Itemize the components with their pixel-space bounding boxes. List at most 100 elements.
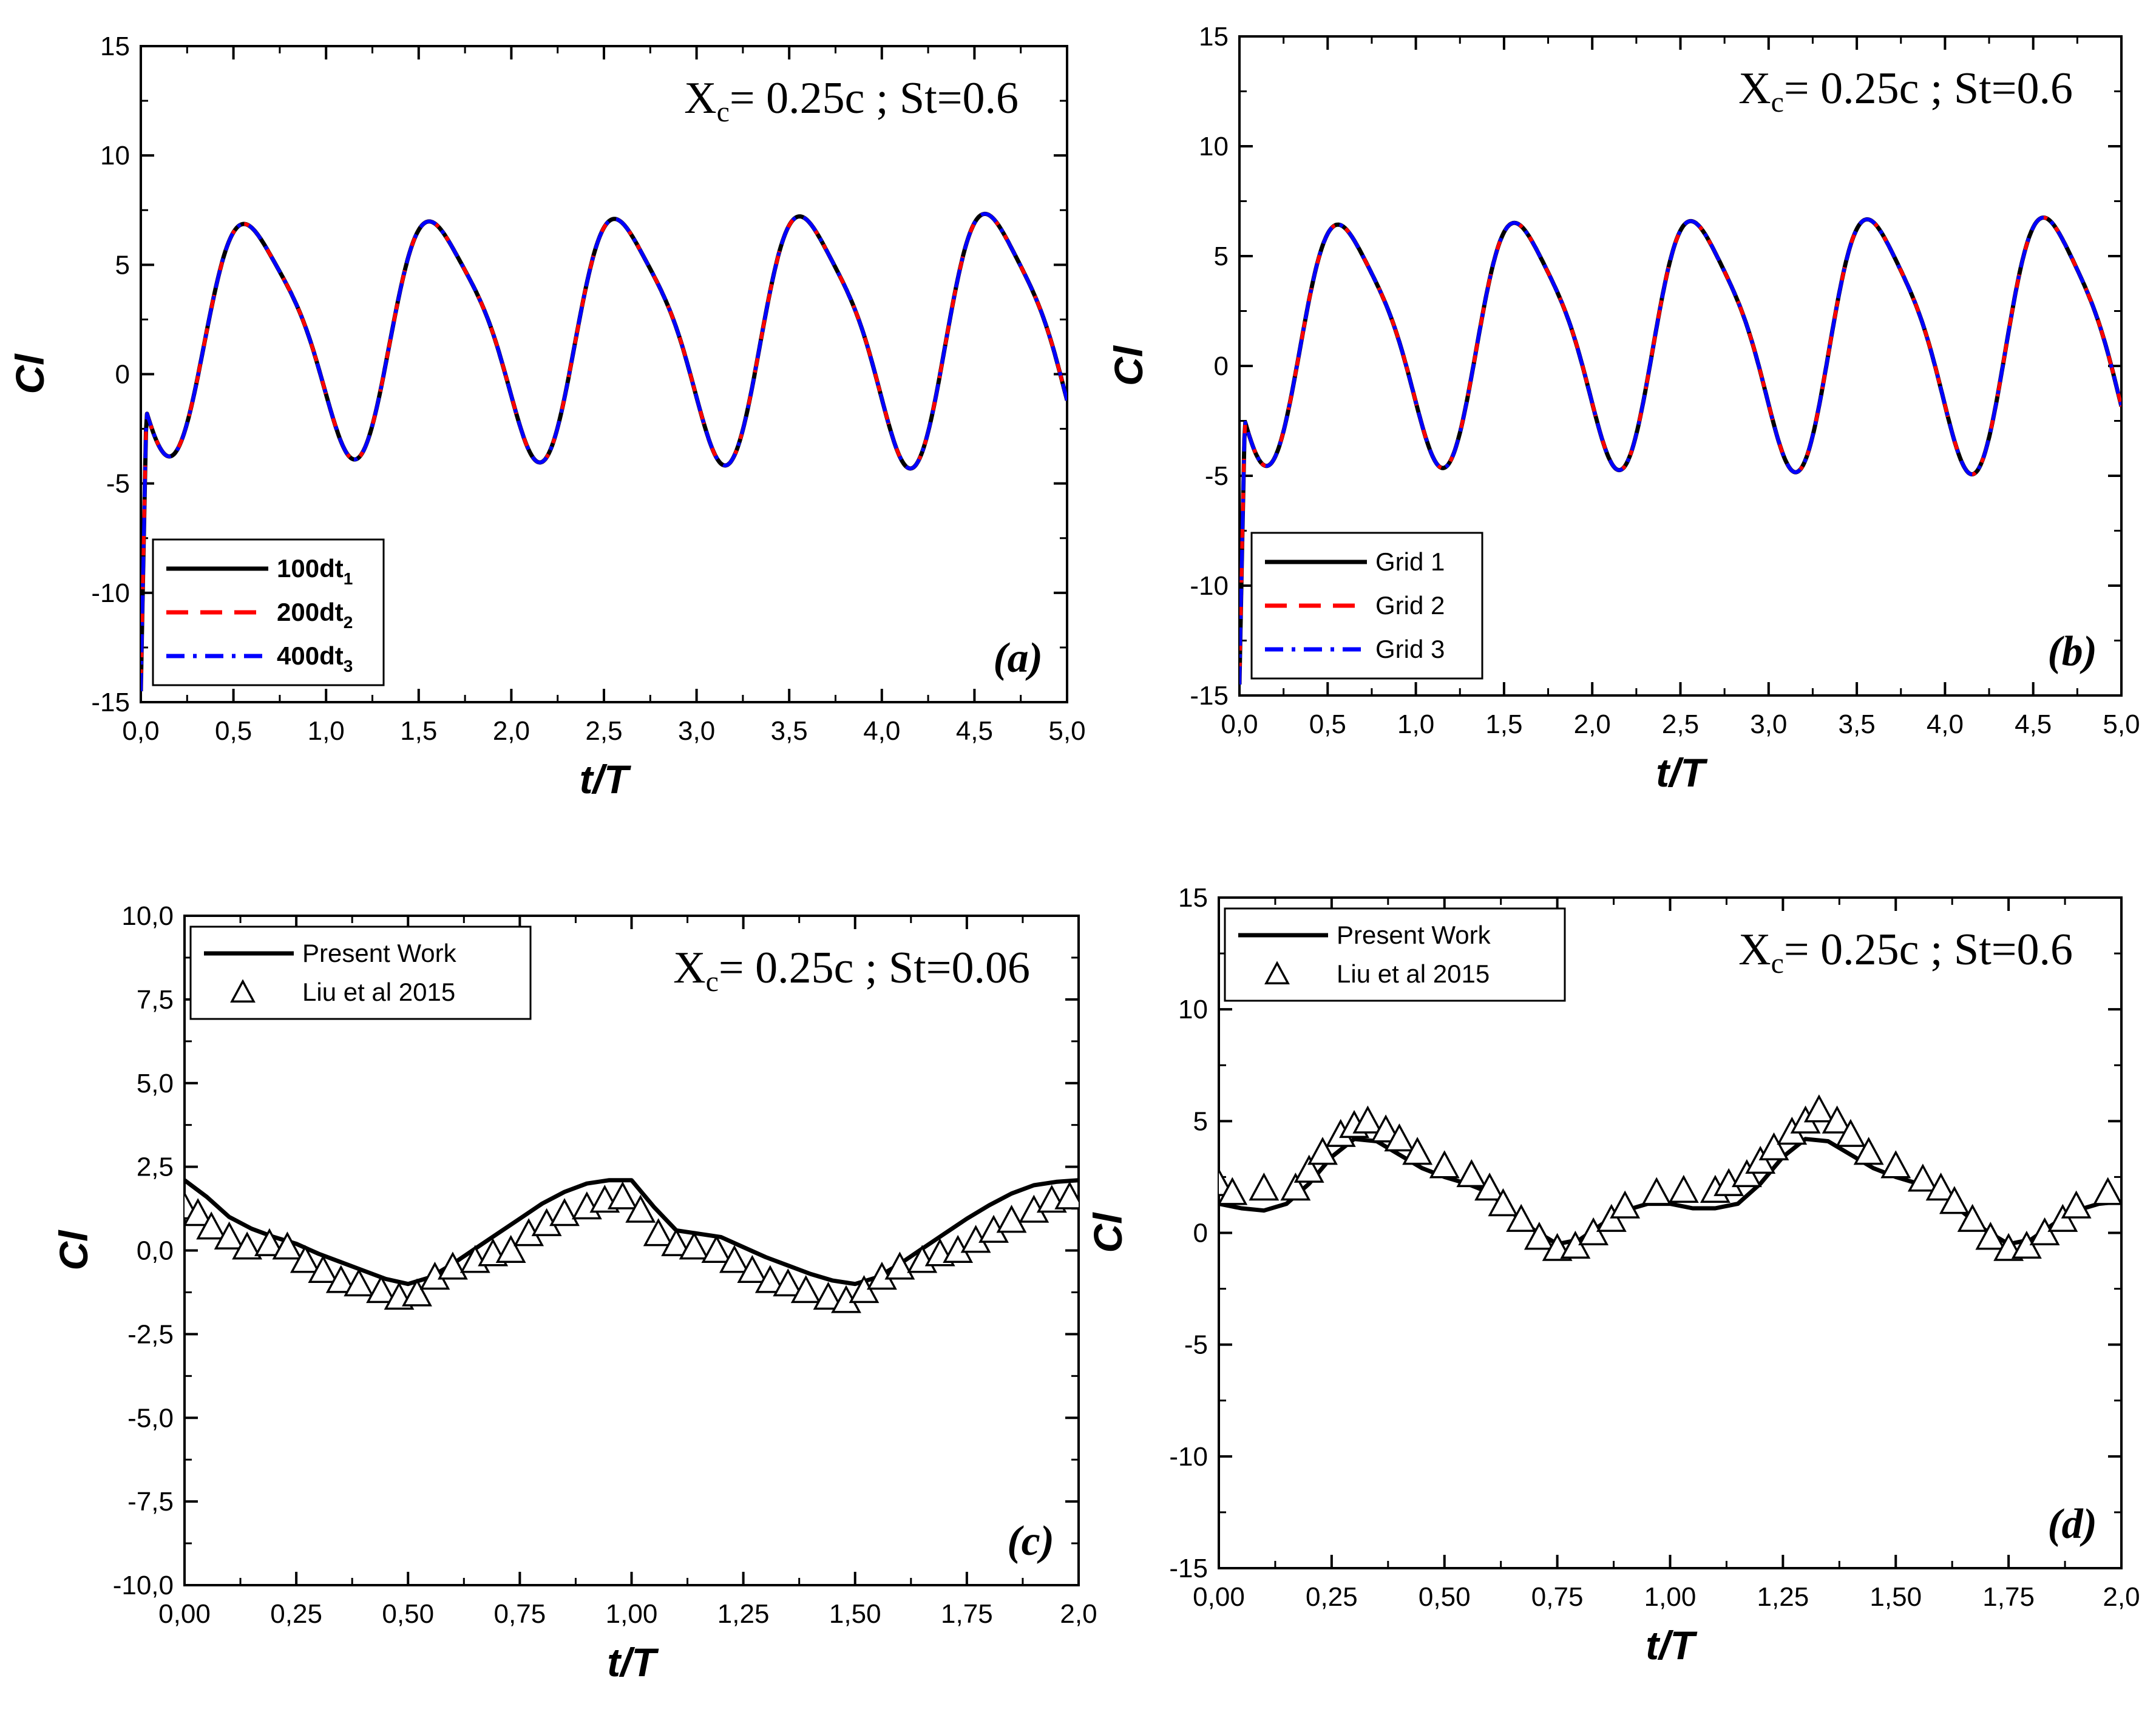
y-tick-label: -15 bbox=[1190, 681, 1229, 711]
liu-triangle-marker bbox=[1054, 1181, 1079, 1210]
legend-label: 100dt1 bbox=[277, 554, 353, 588]
y-axis-title: Cl bbox=[7, 353, 52, 394]
y-axis-title: Cl bbox=[51, 1230, 96, 1271]
liu-triangle-marker bbox=[1402, 1137, 1433, 1165]
liu-triangle-marker bbox=[1610, 1190, 1641, 1219]
liu-triangle-marker bbox=[1758, 1132, 1789, 1160]
x-tick-label: 1,75 bbox=[1982, 1582, 2035, 1612]
present-work-line bbox=[185, 1178, 1079, 1287]
annotation-text: Xc= 0.25c ; St=0.6 bbox=[1738, 64, 2073, 118]
liu-triangle-marker bbox=[1835, 1118, 1866, 1147]
x-tick-label: 1,5 bbox=[400, 716, 437, 746]
panel-tag: (a) bbox=[993, 635, 1043, 682]
liu-triangle-marker bbox=[1925, 1172, 1956, 1201]
liu-triangle-marker bbox=[2092, 1177, 2121, 1205]
y-tick-label: 5,0 bbox=[137, 1069, 174, 1098]
liu-triangle-marker bbox=[607, 1181, 638, 1210]
x-tick-label: 4,0 bbox=[1927, 709, 1964, 739]
liu-triangle-marker bbox=[719, 1245, 750, 1273]
y-tick-label: 10,0 bbox=[121, 901, 174, 931]
annotation-subscript: c bbox=[717, 96, 730, 128]
x-axis-title: t/T bbox=[607, 1640, 659, 1685]
liu-triangle-marker bbox=[679, 1231, 710, 1260]
liu-triangle-marker bbox=[1371, 1114, 1402, 1143]
legend-label: 200dt2 bbox=[277, 598, 353, 632]
x-tick-label: 0,50 bbox=[382, 1599, 434, 1629]
y-tick-label: 2,5 bbox=[137, 1152, 174, 1182]
annotation-prefix: X bbox=[673, 943, 705, 993]
chart-panel-4: 0,00 0,25 0,50 0,75 1,00 1,25 1,50 1,75 2,0 -15 -1… bbox=[1085, 883, 2140, 1668]
liu-triangle-marker bbox=[290, 1245, 320, 1273]
x-tick-label: 0,0 bbox=[1221, 709, 1258, 739]
annotation-subscript: c bbox=[1771, 86, 1784, 118]
legend-box bbox=[189, 925, 532, 1020]
x-tick-label: 0,25 bbox=[270, 1599, 322, 1629]
y-tick-label: -7,5 bbox=[127, 1487, 174, 1517]
x-tick-label: 1,50 bbox=[1870, 1582, 1922, 1612]
legend-label: Grid 2 bbox=[1375, 591, 1445, 620]
liu-triangle-marker bbox=[754, 1265, 785, 1293]
legend-label-main: 400dt bbox=[277, 641, 344, 670]
panel-tag: (b) bbox=[2047, 628, 2097, 675]
legend-box bbox=[152, 538, 385, 686]
liu-triangle-marker bbox=[1488, 1188, 1519, 1217]
liu-triangle-marker bbox=[366, 1274, 396, 1304]
liu-triangle-marker bbox=[402, 1278, 432, 1307]
y-tick-label: 0,0 bbox=[137, 1236, 174, 1266]
plot-area bbox=[1239, 215, 2121, 685]
liu-triangle-marker bbox=[1803, 1094, 1834, 1123]
legend-label-main: Liu et al 2015 bbox=[302, 978, 455, 1006]
annotation-text: Xc= 0.25c ; St=0.6 bbox=[684, 73, 1019, 128]
liu-triangle-marker bbox=[1456, 1159, 1487, 1188]
liu-triangle-marker bbox=[1853, 1137, 1884, 1165]
x-tick-label: 1,25 bbox=[717, 1599, 770, 1629]
liu-triangle-marker bbox=[643, 1218, 674, 1247]
y-tick-label: 5 bbox=[1214, 242, 1229, 271]
y-tick-label: 10 bbox=[100, 141, 130, 171]
liu-triangle-marker bbox=[272, 1231, 303, 1260]
annotation-text: Xc= 0.25c ; St=0.06 bbox=[673, 943, 1030, 998]
liu-triangle-marker bbox=[214, 1221, 245, 1250]
y-tick-label: 0 bbox=[115, 360, 130, 390]
liu-triangle-marker bbox=[185, 1198, 214, 1226]
y-tick-label: 0 bbox=[1193, 1219, 1208, 1248]
legend-label: Present Work bbox=[1337, 921, 1491, 949]
x-tick-label: 0,25 bbox=[1306, 1582, 1358, 1612]
y-tick-label: 15 bbox=[1178, 883, 1208, 913]
legend-label-subscript: 3 bbox=[344, 657, 353, 675]
x-tick-label: 2,0 bbox=[493, 716, 530, 746]
x-tick-label: 1,00 bbox=[1644, 1582, 1697, 1612]
liu-triangle-marker bbox=[254, 1228, 285, 1256]
x-tick-label: 5,0 bbox=[2103, 709, 2140, 739]
y-tick-label: -15 bbox=[1169, 1554, 1208, 1583]
legend-label: Present Work bbox=[302, 939, 457, 967]
y-axis-title: Cl bbox=[1085, 1212, 1130, 1253]
x-tick-label: 1,5 bbox=[1485, 709, 1522, 739]
x-tick-label: 0,00 bbox=[1193, 1582, 1245, 1612]
legend-triangle-icon bbox=[230, 979, 256, 1003]
y-tick-label: -2,5 bbox=[127, 1319, 174, 1349]
y-tick-label: -10 bbox=[91, 578, 130, 608]
legend-label-main: Present Work bbox=[302, 939, 457, 967]
liu-triangle-marker bbox=[1506, 1203, 1537, 1232]
plot-area bbox=[1219, 1094, 2121, 1261]
legend-label: Liu et al 2015 bbox=[1337, 959, 1490, 988]
x-axis-title: t/T bbox=[580, 757, 631, 802]
annotation-suffix: = 0.25c ; St=0.6 bbox=[730, 73, 1019, 123]
legend-triangle-icon bbox=[1264, 961, 1290, 985]
liu-triangle-marker bbox=[1352, 1105, 1383, 1134]
annotation-prefix: X bbox=[1738, 64, 1771, 113]
x-tick-label: 4,0 bbox=[863, 716, 900, 746]
x-tick-label: 0,5 bbox=[215, 716, 252, 746]
liu-triangle-marker bbox=[437, 1251, 468, 1280]
liu-triangle-marker bbox=[344, 1268, 375, 1297]
y-tick-label: -5 bbox=[1205, 461, 1229, 491]
y-tick-label: 0 bbox=[1214, 351, 1229, 381]
panel-tag: (c) bbox=[1007, 1518, 1054, 1565]
annotation-subscript: c bbox=[1771, 947, 1784, 979]
legend-label: Grid 3 bbox=[1375, 635, 1445, 663]
x-tick-label: 5,0 bbox=[1048, 716, 1085, 746]
legend-label-subscript: 1 bbox=[344, 569, 353, 588]
liu-triangle-marker bbox=[1219, 1177, 1248, 1205]
